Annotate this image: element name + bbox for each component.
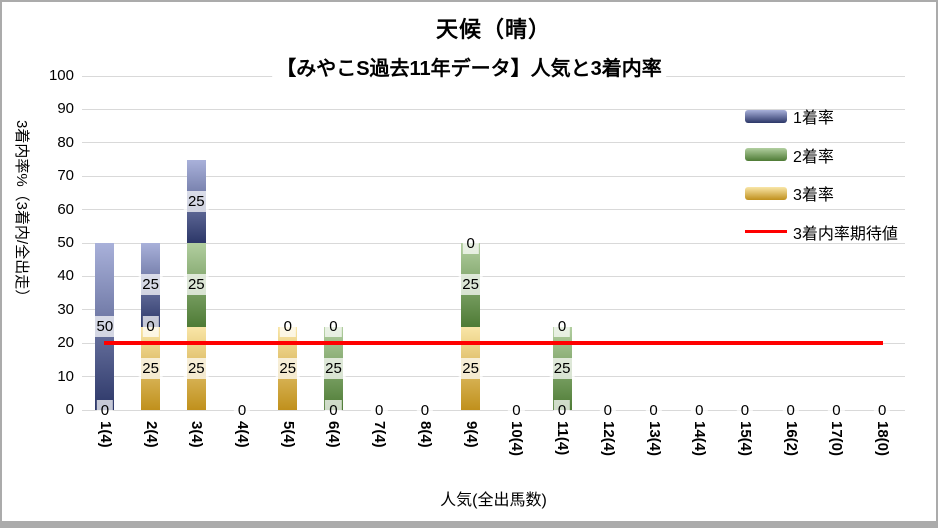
legend-item-1着率: 1着率 xyxy=(745,97,898,136)
x-axis-labels: 1(4) 2(4) 3(4) 4(4) 5(4) 6(4) 7(4) 8(4) 9(4) 10(4… xyxy=(82,416,905,478)
data-label: 0 xyxy=(873,399,891,421)
y-tick-label: 90 xyxy=(57,100,74,118)
window-edge xyxy=(2,521,936,526)
expected-value-line xyxy=(103,341,884,346)
x-category-label: 5(4) xyxy=(279,421,297,448)
x-category-label: 8(4) xyxy=(416,421,434,448)
gridline xyxy=(82,275,905,277)
data-label: 25 xyxy=(321,357,346,379)
legend-swatch-icon xyxy=(745,109,787,123)
y-tick-label: 0 xyxy=(65,401,74,418)
y-tick-label: 100 xyxy=(48,67,74,84)
data-label: 50 xyxy=(92,316,118,337)
x-axis-title: 人気(全出馬数) xyxy=(440,492,547,509)
legend-line-icon xyxy=(745,230,787,234)
data-label: 25 xyxy=(138,274,163,296)
x-category-label: 14(4) xyxy=(691,421,709,457)
y-tick-label: 20 xyxy=(57,334,74,352)
chart-subtitle: 【みやこS過去11年データ】人気と3着内率 xyxy=(272,52,666,81)
x-category-label: 7(4) xyxy=(371,421,389,448)
y-tick-label: 30 xyxy=(57,300,74,318)
x-category-label: 2(4) xyxy=(142,421,160,448)
data-label: 0 xyxy=(553,399,571,421)
data-label: 0 xyxy=(142,316,159,337)
y-tick-label: 50 xyxy=(57,234,74,251)
x-category-label: 10(4) xyxy=(508,421,526,457)
legend-label: 1着率 xyxy=(793,110,834,128)
gridline xyxy=(82,142,905,144)
data-label: 25 xyxy=(138,357,163,379)
x-category-label: 6(4) xyxy=(325,421,343,448)
legend-label: 3着内率期待値 xyxy=(793,225,898,243)
data-label: 0 xyxy=(279,316,296,337)
gridline xyxy=(82,108,905,110)
x-category-label: 3(4) xyxy=(188,421,206,448)
data-label: 0 xyxy=(599,399,616,421)
legend-item-3着率: 3着率 xyxy=(745,174,898,213)
x-category-label: 13(4) xyxy=(645,421,663,457)
legend-swatch-icon xyxy=(745,186,787,200)
legend-label: 2着率 xyxy=(793,148,834,166)
legend: 1着率 2着率 3着率 3着内率期待値 xyxy=(745,97,898,251)
data-label: 25 xyxy=(275,357,301,379)
x-category-label: 9(4) xyxy=(462,421,480,448)
gridline xyxy=(82,209,905,211)
data-label: 0 xyxy=(233,399,251,421)
data-label: 0 xyxy=(736,399,754,421)
plot-area: 0 50 25 0 25 25 25 25 0 25 0 0 25 0 0 0 25 25 0 0 0 25 0 0 0 0 0 0 0… xyxy=(82,75,905,421)
gridline xyxy=(82,309,905,311)
gridline xyxy=(82,376,905,378)
data-label: 0 xyxy=(645,399,662,421)
data-label: 25 xyxy=(183,357,209,379)
x-category-label: 16(2) xyxy=(782,421,800,457)
y-tick-label: 70 xyxy=(57,167,74,185)
data-label: 25 xyxy=(458,274,483,296)
legend-item-3着内率期待値: 3着内率期待値 xyxy=(745,213,898,252)
data-label: 0 xyxy=(691,399,708,421)
data-label: 25 xyxy=(183,274,209,296)
data-label: 25 xyxy=(458,357,483,379)
data-label: 0 xyxy=(828,399,845,421)
x-category-label: 18(0) xyxy=(874,421,892,457)
data-label: 0 xyxy=(325,399,342,421)
data-label: 0 xyxy=(782,399,799,421)
legend-item-2着率: 2着率 xyxy=(745,136,898,175)
data-label: 25 xyxy=(549,357,575,379)
x-category-label: 15(4) xyxy=(736,421,754,457)
data-label: 0 xyxy=(553,316,571,337)
data-label: 0 xyxy=(96,399,114,421)
x-category-label: 17(0) xyxy=(828,421,846,457)
data-label: 0 xyxy=(371,399,388,421)
x-axis-line xyxy=(82,409,905,411)
gridline xyxy=(82,175,905,177)
legend-label: 3着率 xyxy=(793,187,834,205)
data-label: 0 xyxy=(508,399,525,421)
data-label: 0 xyxy=(416,399,434,421)
y-tick-label: 10 xyxy=(57,367,74,385)
x-category-label: 12(4) xyxy=(599,421,617,457)
y-tick-label: 40 xyxy=(57,267,74,285)
y-tick-label: 80 xyxy=(57,133,74,151)
data-label: 0 xyxy=(325,316,342,337)
data-label: 25 xyxy=(183,190,209,212)
chart-title: 天候（晴） xyxy=(435,17,551,42)
gridline xyxy=(82,242,905,244)
x-category-label: 4(4) xyxy=(234,421,252,448)
y-tick-label: 60 xyxy=(57,200,74,218)
x-category-label: 1(4) xyxy=(96,421,114,448)
legend-swatch-icon xyxy=(745,148,787,162)
data-label: 0 xyxy=(462,232,479,254)
x-category-label: 11(4) xyxy=(554,421,572,456)
